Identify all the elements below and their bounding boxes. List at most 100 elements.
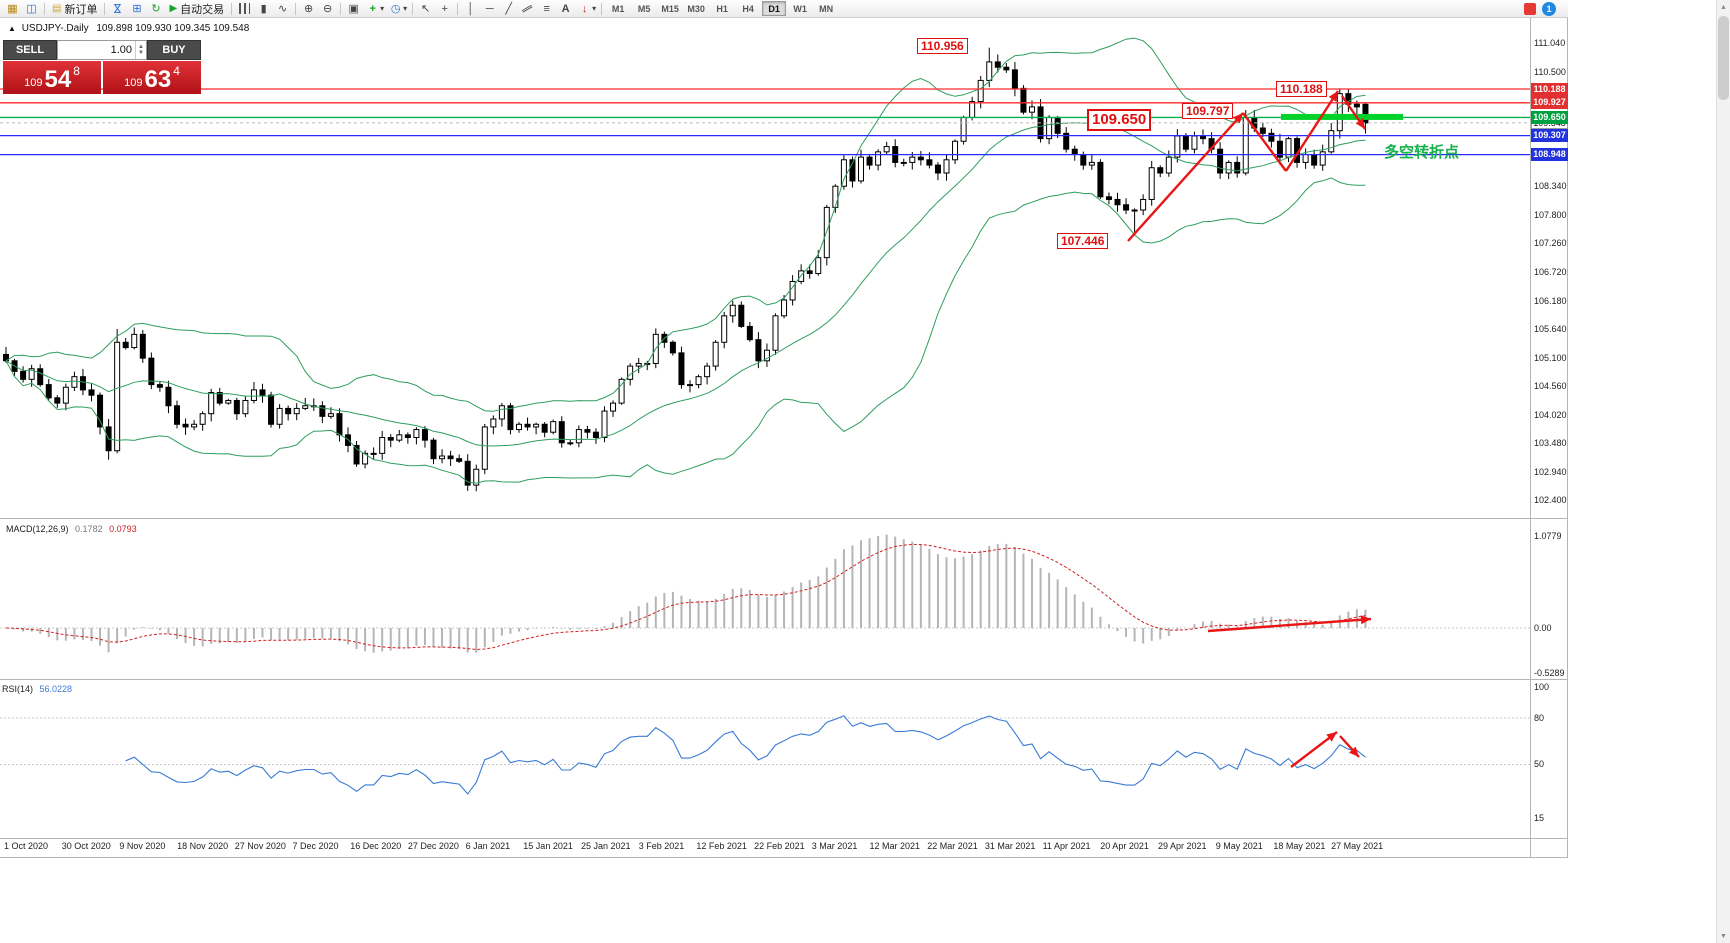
fibonacci-icon[interactable]: ≡ — [543, 2, 550, 15]
indicators-dropdown-icon[interactable]: ▾ — [380, 4, 385, 13]
candlestick-icon[interactable]: ▮ — [260, 3, 267, 15]
hourglass-icon[interactable]: ⋈ — [111, 3, 124, 14]
macd-label: MACD(12,26,9) 0.1782 0.0793 — [6, 524, 137, 534]
line-chart-icon[interactable]: ∿ — [278, 3, 288, 15]
auto-trading-button[interactable]: ▶ 自动交易 — [165, 1, 228, 16]
price-tick: 107.260 — [1534, 238, 1567, 249]
date-label: 3 Mar 2021 — [811, 841, 858, 851]
horizontal-line-icon[interactable]: ─ — [485, 2, 494, 15]
zoom-in-icon[interactable]: ⊕ — [304, 3, 314, 15]
date-label: 22 Mar 2021 — [927, 841, 978, 851]
main-toolbar: ▦ ◫ ▤ 新订单 ⋈ ⊞ ↻ ▶ 自动交易 ▮ ∿ ⊕ ⊖ ▣ + ▾ ◷ ▾ ↖ + │ ─ ╱ ∥ ≡ A ↓ ▾ M1 M5 M15… — [0, 0, 1568, 18]
price-callout-107.446: 107.446 — [1057, 233, 1109, 249]
price-badge-110.188: 110.188 — [1531, 82, 1568, 96]
date-label: 30 Oct 2020 — [61, 841, 111, 851]
panel-divider-rsi[interactable] — [0, 679, 1568, 680]
crosshair-icon[interactable]: + — [441, 2, 448, 15]
date-label: 20 Apr 2021 — [1100, 841, 1149, 851]
rsi-value: 56.0228 — [39, 684, 73, 694]
tile-windows-icon[interactable]: ▣ — [348, 3, 359, 15]
date-label: 27 May 2021 — [1331, 841, 1384, 851]
volume-field[interactable]: 1.00 ▲ ▼ — [57, 40, 147, 60]
toolbar-items: ▦ ◫ ▤ 新订单 ⋈ ⊞ ↻ ▶ 自动交易 ▮ ∿ ⊕ ⊖ ▣ + ▾ ◷ ▾ ↖ + │ ─ ╱ ∥ ≡ A ↓ ▾ M1 M5 M15… — [3, 1, 839, 16]
price-tick: 106.180 — [1534, 295, 1567, 306]
price-badge-109.927: 109.927 — [1531, 96, 1568, 110]
sell-button[interactable]: SELL — [3, 40, 57, 60]
scrollbar-down-icon[interactable]: ▼ — [1720, 932, 1727, 940]
cursor-icon[interactable]: ↖ — [421, 3, 431, 15]
channel-icon[interactable]: ∥ — [520, 3, 534, 15]
zoom-out-icon[interactable]: ⊖ — [323, 3, 333, 15]
timeframe-button-m15[interactable]: M15 — [661, 3, 679, 14]
rsi-tick: 100 — [1534, 681, 1550, 692]
new-chart-icon[interactable]: ▦ — [7, 3, 18, 15]
volume-value[interactable]: 1.00 — [110, 44, 132, 56]
price-badge-109.307: 109.307 — [1531, 129, 1568, 143]
price-tick: 106.720 — [1534, 266, 1567, 277]
indicators-icon[interactable]: + — [369, 2, 376, 15]
date-label: 12 Mar 2021 — [869, 841, 921, 851]
macd-value-signal: 0.0793 — [109, 524, 137, 534]
volume-spinner[interactable]: ▲ ▼ — [135, 41, 146, 59]
sell-price-button[interactable]: 109 54 8 — [3, 61, 101, 94]
bar-chart-icon[interactable] — [235, 1, 254, 16]
buy-price-pips: 63 — [144, 66, 172, 93]
timeframe-button-m5[interactable]: M5 — [637, 3, 651, 14]
date-label: 6 Jan 2021 — [465, 841, 511, 851]
date-label: 9 May 2021 — [1215, 841, 1263, 851]
price-tick: 104.020 — [1534, 409, 1567, 420]
auto-trading-button-icon: ▶ — [169, 3, 178, 14]
price-tick: 102.400 — [1534, 495, 1567, 506]
charts-grid-icon[interactable]: ⊞ — [132, 3, 142, 15]
periods-icon[interactable]: ◷ — [390, 3, 401, 15]
vertical-line-icon[interactable]: │ — [467, 2, 475, 15]
refresh-icon[interactable]: ↻ — [151, 3, 161, 15]
timeframe-button-d1[interactable]: D1 — [762, 1, 787, 16]
price-badge-109.650: 109.650 — [1531, 110, 1568, 124]
text-icon[interactable]: A — [561, 2, 570, 15]
trade-price-row: 109 54 8 109 63 4 — [3, 61, 201, 94]
one-click-trading-panel: SELL 1.00 ▲ ▼ BUY 109 54 8 109 63 4 — [3, 40, 201, 94]
timeframe-button-h4[interactable]: H4 — [742, 3, 754, 14]
price-tick: 105.100 — [1534, 352, 1567, 363]
vertical-scrollbar[interactable]: ▲ ▼ — [1716, 0, 1730, 943]
panel-divider-macd[interactable] — [0, 518, 1568, 519]
trendline-icon[interactable]: ╱ — [505, 3, 512, 15]
alert-stop-icon[interactable] — [1524, 3, 1536, 15]
new-order-button-icon: ▤ — [52, 3, 62, 14]
timeframe-button-m1[interactable]: M1 — [611, 3, 625, 14]
toolbar-right: 1 — [1524, 2, 1556, 16]
sell-price-pips: 54 — [44, 66, 72, 93]
price-tick: 105.640 — [1534, 324, 1567, 335]
buy-button[interactable]: BUY — [147, 40, 201, 60]
price-tick: 108.340 — [1534, 181, 1567, 192]
timeframe-button-h1[interactable]: H1 — [716, 3, 728, 14]
new-order-button[interactable]: ▤ 新订单 — [48, 1, 101, 16]
notification-badge[interactable]: 1 — [1542, 2, 1556, 16]
rsi-tick: 50 — [1534, 759, 1545, 769]
scrollbar-up-icon[interactable]: ▲ — [1720, 3, 1727, 11]
timeframe-button-w1[interactable]: W1 — [793, 3, 807, 14]
timeframe-button-m30[interactable]: M30 — [687, 3, 705, 14]
volume-down-icon[interactable]: ▼ — [138, 50, 144, 56]
price-badge-108.948: 108.948 — [1531, 148, 1568, 162]
date-label: 11 Apr 2021 — [1042, 841, 1091, 851]
price-tick: 102.940 — [1534, 466, 1567, 477]
shapes-dropdown-icon[interactable]: ▾ — [592, 4, 597, 13]
auto-trading-button-label: 自动交易 — [180, 3, 225, 16]
date-label: 7 Dec 2020 — [292, 841, 339, 851]
price-tick: 110.500 — [1534, 66, 1566, 77]
scrollbar-thumb[interactable] — [1718, 16, 1729, 100]
trade-header-row: SELL 1.00 ▲ ▼ BUY — [3, 40, 201, 60]
date-label: 22 Feb 2021 — [754, 841, 805, 851]
arrows-icon[interactable]: ↓ — [581, 2, 588, 15]
buy-price-base: 109 — [124, 77, 143, 89]
periods-dropdown-icon[interactable]: ▾ — [403, 4, 408, 13]
timeframe-button-mn[interactable]: MN — [819, 3, 834, 14]
market-watch-icon[interactable]: ◫ — [26, 3, 37, 15]
date-label: 1 Oct 2020 — [4, 841, 49, 851]
price-tick: 111.040 — [1534, 38, 1566, 49]
sell-price-base: 109 — [24, 77, 43, 89]
buy-price-button[interactable]: 109 63 4 — [103, 61, 201, 94]
